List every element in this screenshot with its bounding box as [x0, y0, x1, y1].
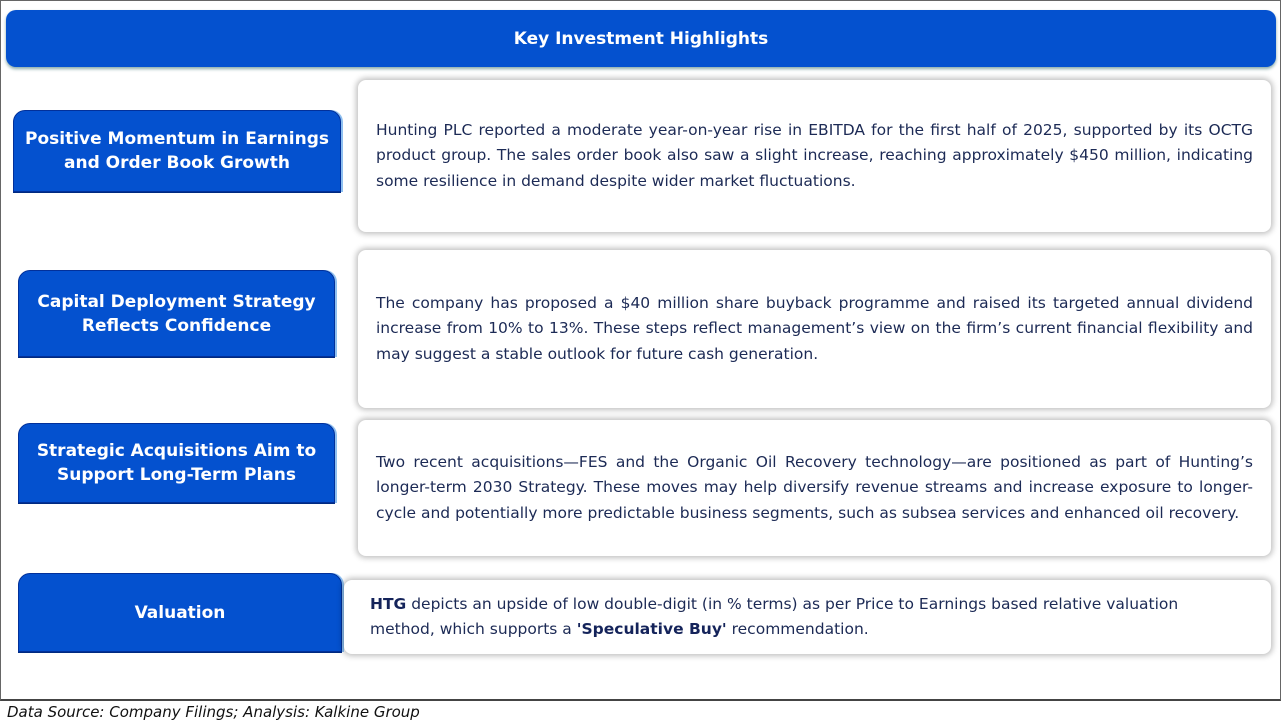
page-title: Key Investment Highlights — [6, 10, 1276, 67]
highlight-label-earnings: Positive Momentum in Earnings and Order … — [13, 110, 341, 192]
highlight-card-valuation: HTG depicts an upside of low double-digi… — [344, 580, 1271, 654]
highlight-card-capital: The company has proposed a $40 million s… — [358, 250, 1271, 408]
recommendation: 'Speculative Buy' — [576, 620, 727, 638]
highlight-text: Two recent acquisitions—FES and the Orga… — [376, 452, 1253, 522]
highlight-text: The company has proposed a $40 million s… — [376, 293, 1253, 363]
highlight-card-earnings: Hunting PLC reported a moderate year-on-… — [358, 80, 1271, 232]
highlight-card-acquisitions: Two recent acquisitions—FES and the Orga… — [358, 420, 1271, 556]
valuation-text-end: recommendation. — [726, 620, 869, 638]
highlight-label-capital: Capital Deployment Strategy Reflects Con… — [18, 270, 335, 357]
valuation-text: depicts an upside of low double-digit (i… — [370, 594, 1179, 639]
highlight-label-valuation: Valuation — [18, 573, 342, 652]
highlight-label-acquisitions: Strategic Acquisitions Aim to Support Lo… — [18, 423, 335, 503]
ticker: HTG — [370, 594, 407, 613]
highlight-text: Hunting PLC reported a moderate year-on-… — [376, 120, 1253, 190]
data-source-footnote: Data Source: Company Filings; Analysis: … — [7, 703, 420, 721]
